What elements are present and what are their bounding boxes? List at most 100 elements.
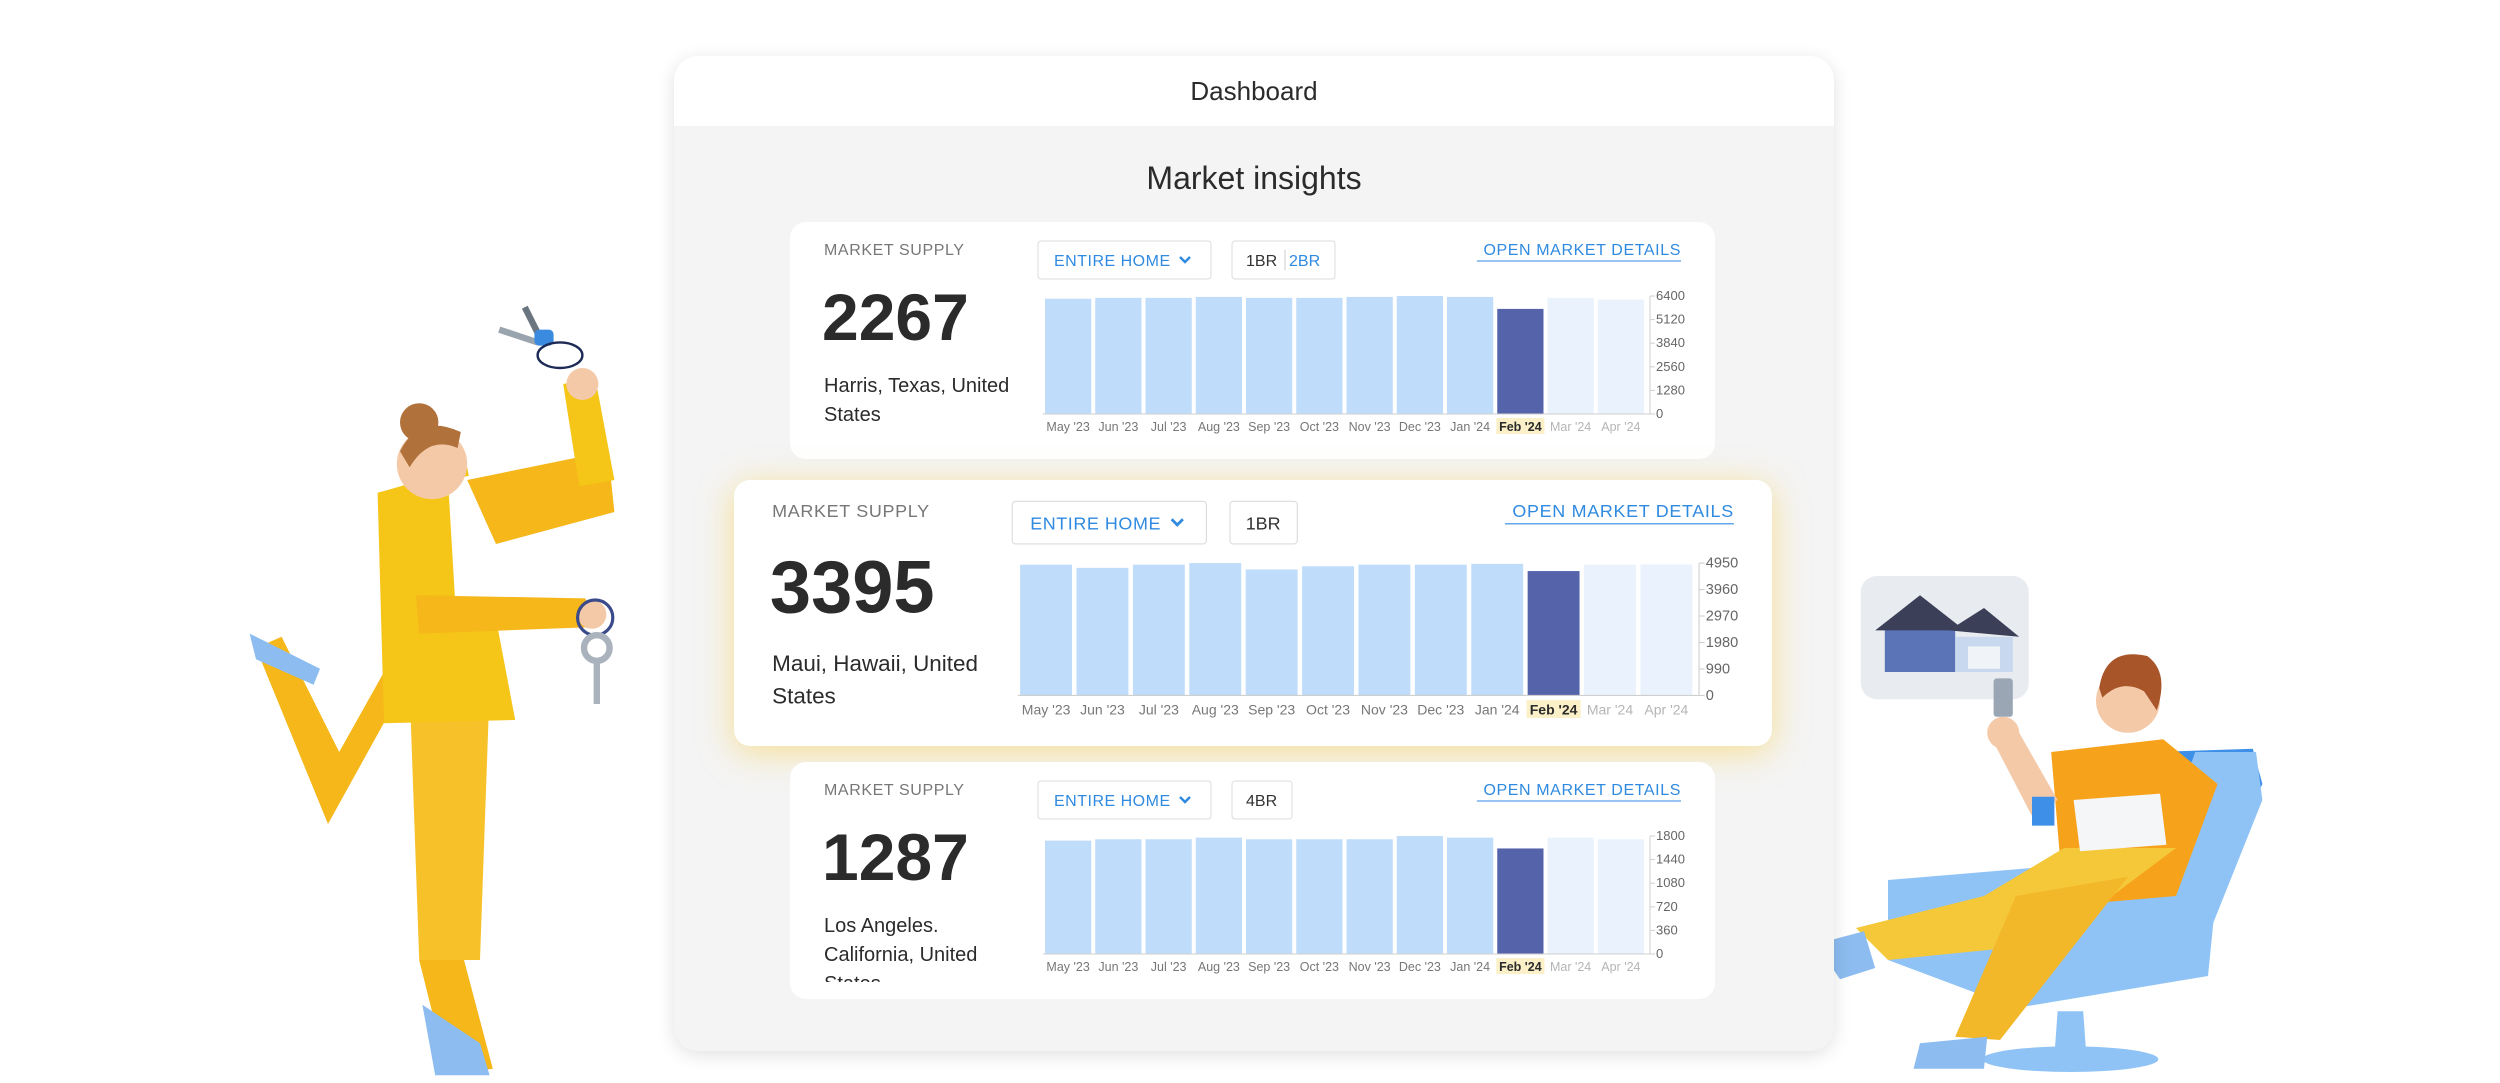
illustration-shape xyxy=(566,368,599,400)
bar xyxy=(1447,296,1494,414)
tags-box xyxy=(1231,240,1336,280)
y-tick-label: 720 xyxy=(1656,899,1678,914)
illustration-shape xyxy=(1968,646,2000,669)
x-tick-label: Mar '24 xyxy=(1550,960,1591,974)
illustration-shape xyxy=(2032,796,2055,826)
y-tick-label: 360 xyxy=(1656,922,1678,937)
x-tick-label: Dec '23 xyxy=(1417,702,1464,718)
panel-header: Dashboard xyxy=(674,56,1834,126)
bar xyxy=(1527,571,1580,696)
highlight-label-bg xyxy=(1496,958,1545,974)
bedroom-tag[interactable]: 2BR xyxy=(1289,253,1320,270)
bar xyxy=(1095,297,1142,414)
dropdown-text: ENTIRE HOME xyxy=(1030,513,1161,533)
y-tick-label: 0 xyxy=(1656,406,1663,421)
bar xyxy=(1296,297,1343,414)
bar xyxy=(1471,563,1524,696)
supply-value: 1287 xyxy=(822,820,969,894)
bar xyxy=(1302,566,1354,696)
bar xyxy=(1584,564,1636,696)
tags-box xyxy=(1229,500,1298,545)
y-tick-label: 3840 xyxy=(1656,335,1685,350)
bar xyxy=(1597,299,1644,414)
x-tick-label: Jun '23 xyxy=(1080,702,1125,718)
x-tick-label: Jan '24 xyxy=(1450,960,1490,974)
man-illustration xyxy=(1816,576,2263,1072)
y-tick-label: 4950 xyxy=(1706,556,1738,572)
x-tick-label: Oct '23 xyxy=(1300,420,1339,434)
header-title: Dashboard xyxy=(1190,75,1318,106)
location: Los Angeles. California, United States xyxy=(824,915,978,982)
dropdown-text: ENTIRE HOME xyxy=(1054,793,1171,810)
x-tick-label: Dec '23 xyxy=(1399,420,1441,434)
x-tick-label: Aug '23 xyxy=(1192,702,1239,718)
bedroom-tag[interactable]: 1BR xyxy=(1246,253,1277,270)
bedroom-tag[interactable]: 1BR xyxy=(1246,513,1281,533)
bar xyxy=(1145,297,1192,414)
supply-value: 3395 xyxy=(770,545,935,628)
illustration-shape xyxy=(249,633,320,685)
dropdown-chevron xyxy=(1179,796,1191,804)
dropdown-box xyxy=(1037,240,1212,280)
bedroom-tags: 4BR xyxy=(1231,780,1293,820)
x-tick-label: May '23 xyxy=(1022,702,1071,718)
bar xyxy=(1597,839,1644,954)
x-tick-label: Jul '23 xyxy=(1151,960,1187,974)
illustration-shape xyxy=(448,473,500,616)
x-tick-label: Nov '23 xyxy=(1361,702,1408,718)
y-tick-label: 1440 xyxy=(1656,852,1685,867)
property-dropdown[interactable]: ENTIRE HOME xyxy=(1037,240,1212,280)
bar xyxy=(1346,839,1393,954)
x-tick-label: Jul '23 xyxy=(1151,420,1187,434)
y-tick-label: 2560 xyxy=(1656,359,1685,374)
bar xyxy=(1396,296,1443,414)
illustration-shape xyxy=(1993,678,2013,717)
illustration-shape xyxy=(409,688,490,960)
supply-value: 2267 xyxy=(822,280,969,354)
x-tick-label: Sep '23 xyxy=(1248,702,1295,718)
bar xyxy=(1497,848,1544,954)
bar xyxy=(1246,297,1293,414)
illustration-shape xyxy=(1955,876,2128,1040)
bar-chart: 0 360 720 1080 1440 1800 May '23 Jun '23 Jul '23… xyxy=(1043,828,1685,974)
illustration-shape xyxy=(400,403,439,442)
tags-box xyxy=(1231,780,1293,820)
open-details-link[interactable]: OPEN MARKET DETAILS xyxy=(1483,242,1681,259)
illustration-shape xyxy=(534,329,554,346)
x-tick-label: Nov '23 xyxy=(1349,420,1391,434)
x-tick-label: Mar '24 xyxy=(1587,702,1633,718)
bedroom-tag[interactable]: 4BR xyxy=(1246,793,1277,810)
x-tick-label: Mar '24 xyxy=(1550,420,1591,434)
property-dropdown[interactable]: ENTIRE HOME xyxy=(1011,500,1207,545)
y-tick-label: 1080 xyxy=(1656,875,1685,890)
x-tick-label: May '23 xyxy=(1046,960,1089,974)
card-content: MARKET SUPPLY 2267 Harris, Texas, United S… xyxy=(822,240,1685,434)
bar xyxy=(1095,839,1142,954)
x-tick-label: Jan '24 xyxy=(1450,420,1490,434)
y-tick-label: 1980 xyxy=(1706,635,1738,651)
x-tick-label: Aug '23 xyxy=(1198,960,1240,974)
y-tick-label: 990 xyxy=(1706,661,1730,677)
illustration-shape xyxy=(422,1004,490,1076)
open-details-link[interactable]: OPEN MARKET DETAILS xyxy=(1483,782,1681,799)
illustration-shape xyxy=(377,467,516,724)
location: Maui, Hawaii, United States xyxy=(772,651,978,709)
dropdown-chevron xyxy=(1170,518,1184,527)
illustration-shape xyxy=(580,632,613,665)
x-tick-label: Jul '23 xyxy=(1139,702,1179,718)
bar xyxy=(1045,840,1092,954)
bedroom-tags: 1BR xyxy=(1229,500,1298,545)
y-tick-label: 3960 xyxy=(1706,582,1738,598)
property-dropdown[interactable]: ENTIRE HOME xyxy=(1037,780,1212,820)
bar xyxy=(1195,837,1242,954)
illustration-shape xyxy=(256,636,404,824)
bar xyxy=(1640,564,1693,696)
x-tick-label: Jun '23 xyxy=(1098,420,1138,434)
x-tick-label: Feb '24 xyxy=(1530,702,1578,718)
x-tick-label: Dec '23 xyxy=(1399,960,1441,974)
illustration-shape xyxy=(1948,608,2020,637)
card-content: MARKET SUPPLY 1287 Los Angeles. California… xyxy=(822,780,1685,982)
open-details-link[interactable]: OPEN MARKET DETAILS xyxy=(1512,501,1733,521)
